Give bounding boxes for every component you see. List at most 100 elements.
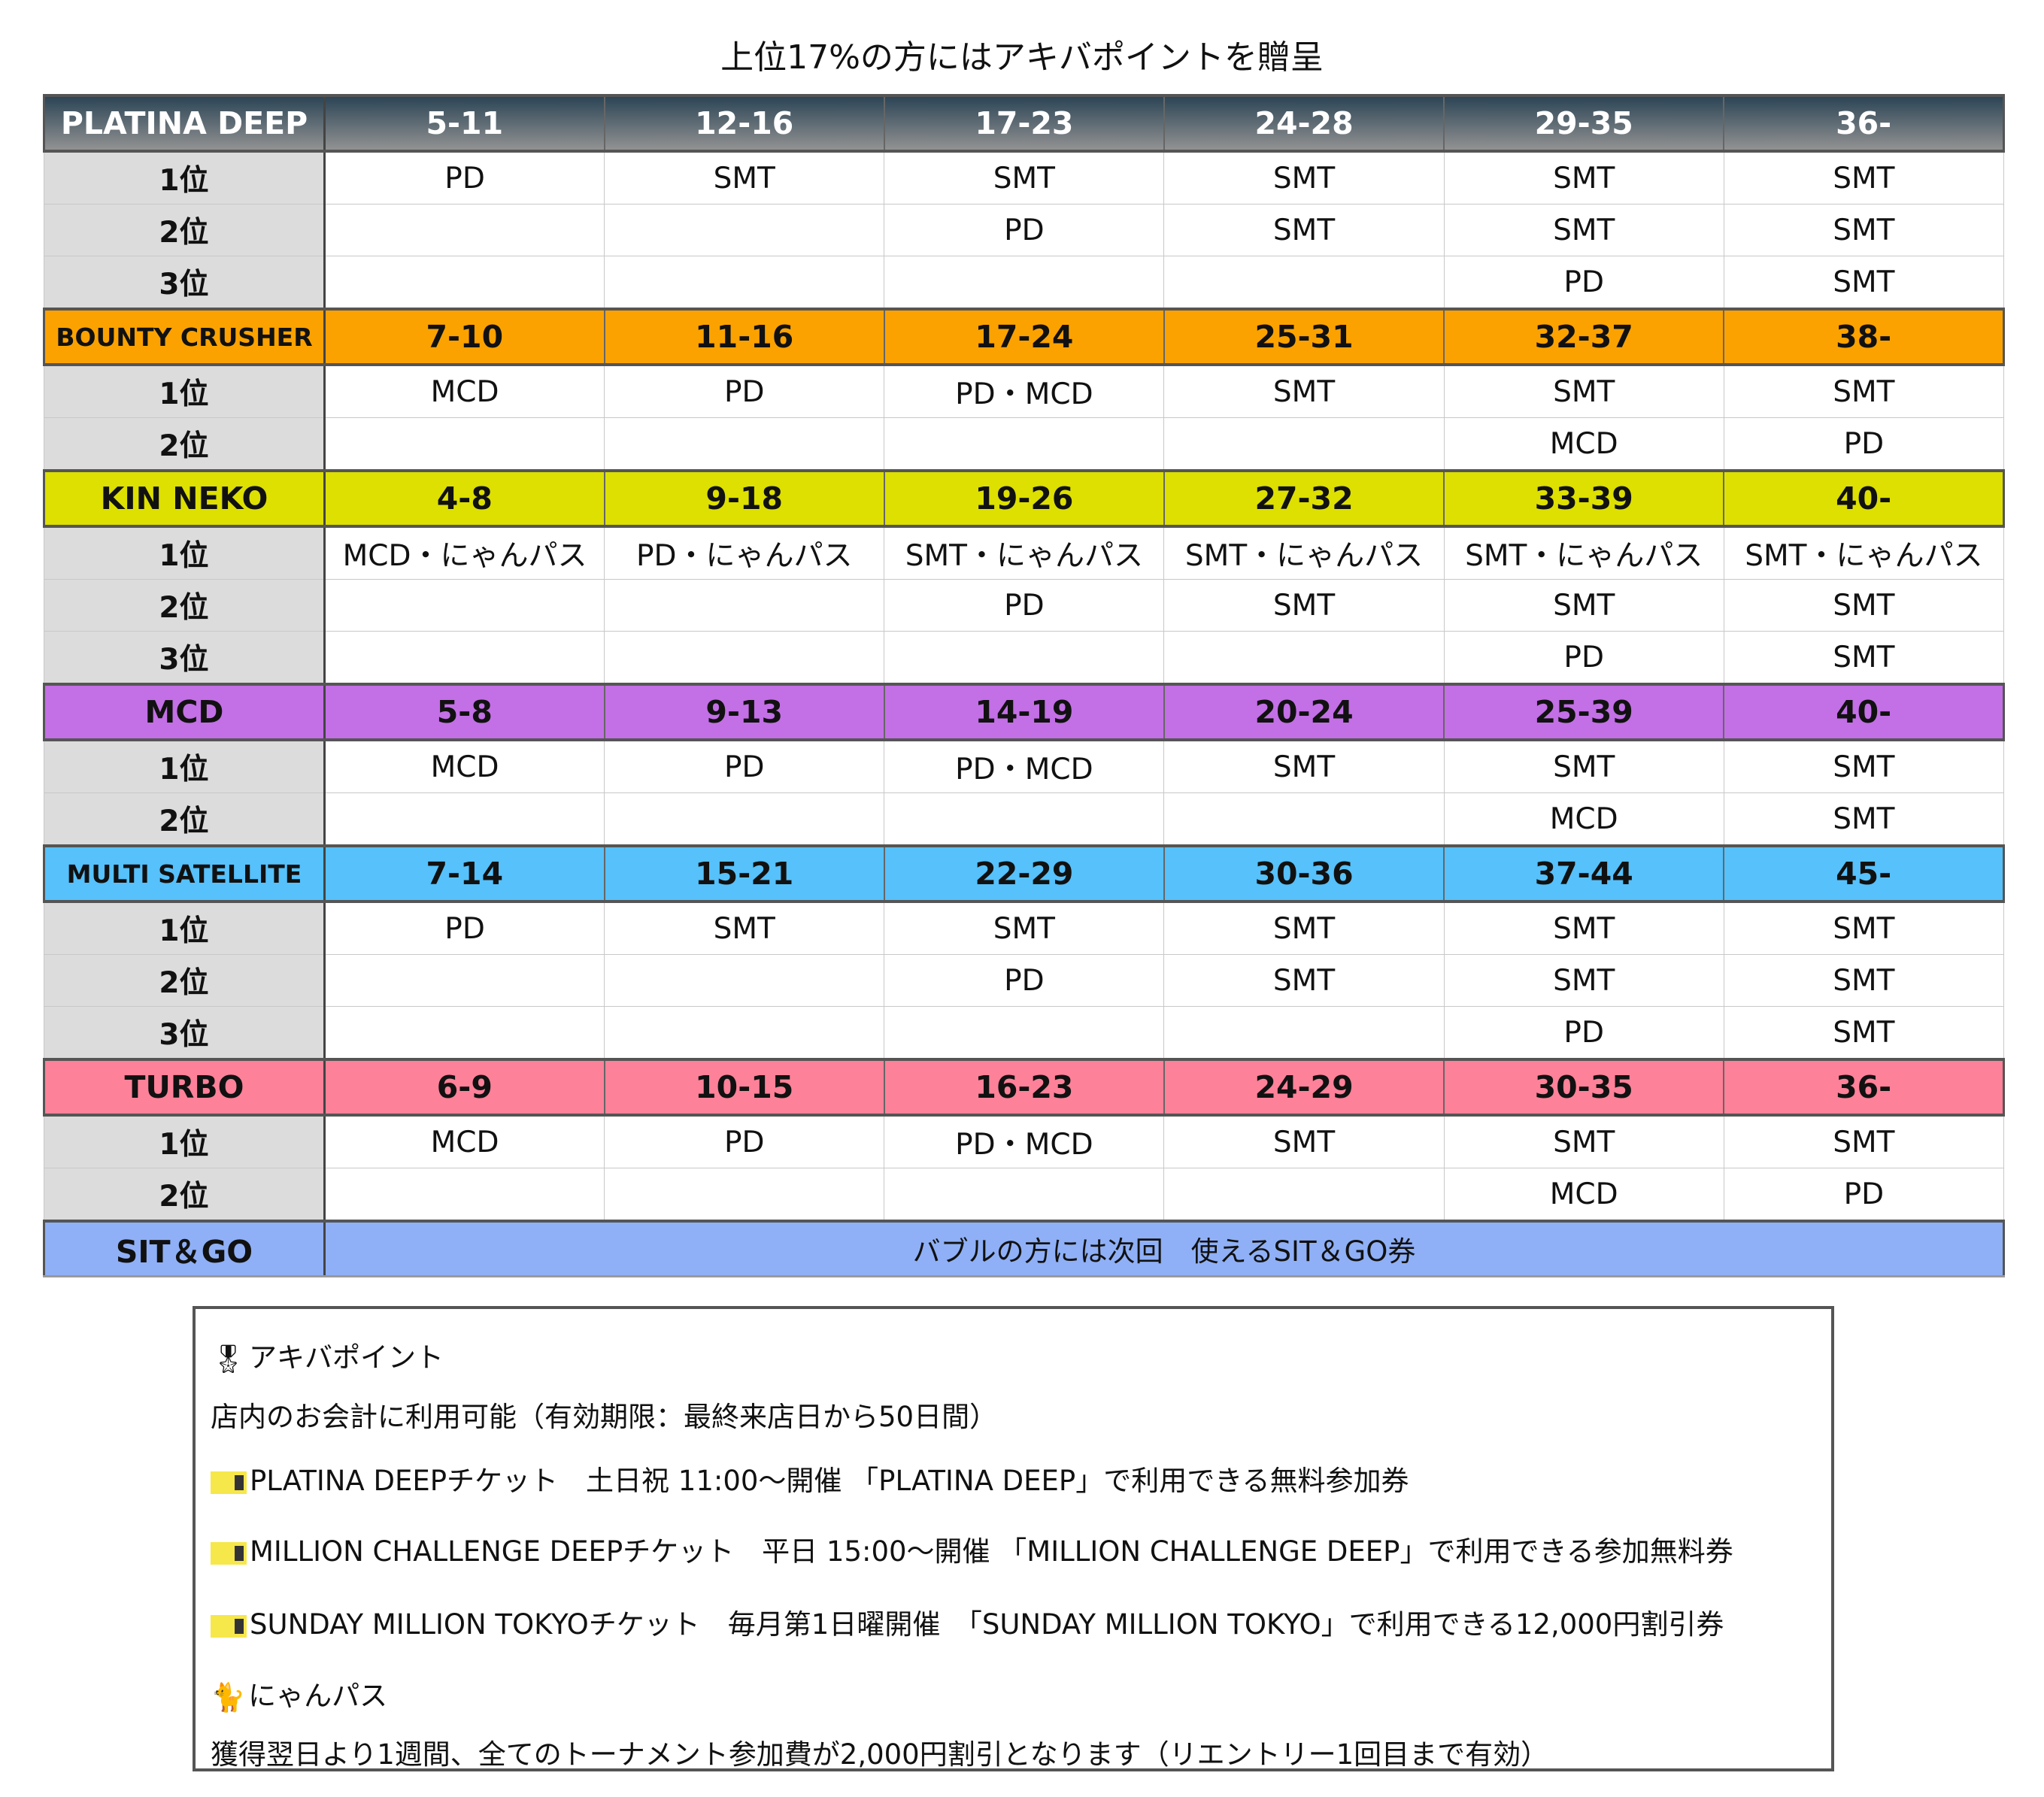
prize-cell — [1163, 631, 1445, 685]
prize-cell: SMT — [1163, 150, 1445, 205]
prize-cell: PD・にゃんパス — [604, 526, 885, 580]
entry-range: 20-24 — [1163, 683, 1445, 741]
prize-cell — [604, 1168, 885, 1222]
rank-label: 2位 — [44, 792, 326, 847]
legend-line: 店内のお会計に利用可能（有効期限：最終来店日から50日間） — [211, 1394, 997, 1435]
legend-line: 🎖 アキバポイント — [211, 1335, 444, 1376]
prize-cell: SMT — [1163, 579, 1445, 632]
prize-cell — [604, 417, 885, 471]
prize-cell: SMT — [1723, 792, 2005, 847]
rank-label: 1位 — [44, 526, 326, 580]
entry-range: 24-29 — [1163, 1058, 1445, 1117]
prize-cell: SMT — [604, 150, 885, 205]
legend-text: 店内のお会計に利用可能（有効期限：最終来店日から50日間） — [211, 1401, 998, 1433]
prize-cell — [884, 631, 1165, 685]
prize-cell — [1163, 792, 1445, 847]
prize-cell: SMT — [1723, 954, 2005, 1007]
section-header-sit-go: SIT＆GO バブルの方には次回 使えるSIT＆GO券 — [43, 1220, 2005, 1277]
section-header-bounty-crusher: BOUNTY CRUSHER 7-10 11-16 17-24 25-31 32-37 38… — [43, 308, 2006, 366]
legend-text: アキバポイント — [248, 1341, 444, 1374]
prize-cell: SMT — [1163, 739, 1445, 793]
legend-line: MILLION CHALLENGE DEEPチケット 平日 15:00〜開催 「… — [211, 1529, 1733, 1569]
entry-range: 25-39 — [1443, 683, 1724, 741]
rank-label: 2位 — [44, 579, 326, 632]
legend-text: にゃんパス — [248, 1680, 388, 1712]
prize-cell: SMT — [1163, 901, 1445, 955]
prize-cell — [884, 417, 1165, 471]
prize-cell: SMT — [1723, 204, 2005, 256]
prize-cell: MCD — [1443, 1168, 1724, 1222]
prize-cell — [323, 631, 605, 685]
prize-cell: SMT・にゃんパス — [884, 526, 1165, 580]
entry-range: 40- — [1723, 683, 2006, 741]
entry-range: 7-10 — [323, 308, 605, 366]
medal-icon: 🎖 — [211, 1342, 246, 1375]
prize-cell: SMT — [1723, 256, 2005, 310]
table-row: 2位 MCD SMT — [44, 792, 2005, 847]
prize-cell: PD — [604, 1114, 885, 1168]
rank-label: 1位 — [44, 901, 326, 955]
table-row: 1位 MCD PD PD・MCD SMT SMT SMT — [44, 739, 2005, 793]
prize-cell: SMT — [1163, 1114, 1445, 1168]
prize-cell — [884, 792, 1165, 847]
table-row: 2位 PD SMT SMT SMT — [44, 579, 2005, 632]
rank-label: 3位 — [44, 256, 326, 310]
entry-range: 6-9 — [323, 1058, 605, 1117]
entry-range: 30-36 — [1163, 844, 1445, 903]
legend-line: 🐈 にゃんパス — [211, 1673, 387, 1714]
rank-label: 2位 — [44, 204, 326, 256]
entry-range: 11-16 — [603, 308, 885, 366]
prize-cell: SMT・にゃんパス — [1723, 526, 2005, 580]
legend-line: 獲得翌日より1週間、全てのトーナメント参加費が2,000円割引となります（リエン… — [211, 1732, 1548, 1772]
prize-cell: SMT — [1443, 954, 1724, 1007]
prize-cell — [604, 631, 885, 685]
prize-cell: PD — [884, 579, 1165, 632]
prize-cell: PD — [1443, 631, 1724, 685]
entry-range: 7-14 — [323, 844, 605, 903]
table-row: 1位 MCD・にゃんパス PD・にゃんパス SMT・にゃんパス SMT・にゃんパス SMT… — [44, 526, 2005, 580]
table-row: 2位 MCD PD — [44, 1168, 2005, 1222]
ticket-icon — [211, 1541, 247, 1565]
entry-range: 4-8 — [323, 469, 605, 528]
prize-cell: SMT・にゃんパス — [1443, 526, 1724, 580]
prize-cell — [323, 792, 605, 847]
prize-cell: MCD — [1443, 417, 1724, 471]
prize-cell: SMT — [1443, 150, 1724, 205]
prize-cell — [604, 1006, 885, 1060]
prize-cell: SMT — [1443, 364, 1724, 418]
entry-range: 22-29 — [883, 844, 1165, 903]
page-title: 上位17%の方にはアキバポイントを贈呈 — [720, 38, 1324, 77]
prize-cell: PD — [604, 739, 885, 793]
section-name: SIT＆GO — [43, 1220, 326, 1277]
table-row: 2位 PD SMT SMT SMT — [44, 954, 2005, 1007]
entry-range: 38- — [1723, 308, 2006, 366]
prize-cell: SMT — [1723, 1114, 2005, 1168]
legend-text: SUNDAY MILLION TOKYOチケット 毎月第1日曜開催 「SUNDA… — [250, 1608, 1724, 1641]
prize-cell: PD — [1723, 1168, 2005, 1222]
prize-cell — [884, 1006, 1165, 1060]
entry-range: 32-37 — [1443, 308, 1724, 366]
prize-cell: MCD — [323, 739, 605, 793]
prize-cell: SMT — [1723, 901, 2005, 955]
entry-range: 37-44 — [1443, 844, 1724, 903]
entry-range: 17-24 — [883, 308, 1165, 366]
prize-cell: SMT・にゃんパス — [1163, 526, 1445, 580]
table-row: 1位 MCD PD PD・MCD SMT SMT SMT — [44, 364, 2005, 418]
table-row: 1位 PD SMT SMT SMT SMT SMT — [44, 901, 2005, 955]
legend-line: PLATINA DEEPチケット 土日祝 11:00〜開催 「PLATINA D… — [211, 1458, 1409, 1499]
entry-range: 40- — [1723, 469, 2006, 528]
section-name: PLATINA DEEP — [43, 94, 326, 153]
entry-range: 45- — [1723, 844, 2006, 903]
prize-cell — [604, 256, 885, 310]
prize-cell: SMT — [1723, 1006, 2005, 1060]
entry-range: 27-32 — [1163, 469, 1445, 528]
legend-text: PLATINA DEEPチケット 土日祝 11:00〜開催 「PLATINA D… — [250, 1465, 1409, 1497]
prize-cell: MCD — [323, 1114, 605, 1168]
ticket-icon — [211, 1471, 247, 1494]
prize-cell: MCD・にゃんパス — [323, 526, 605, 580]
section-name: MULTI SATELLITE — [43, 844, 326, 903]
prize-cell: SMT — [1443, 1114, 1724, 1168]
prize-cell: SMT — [1443, 579, 1724, 632]
rank-label: 1位 — [44, 1114, 326, 1168]
section-name: BOUNTY CRUSHER — [43, 308, 326, 366]
